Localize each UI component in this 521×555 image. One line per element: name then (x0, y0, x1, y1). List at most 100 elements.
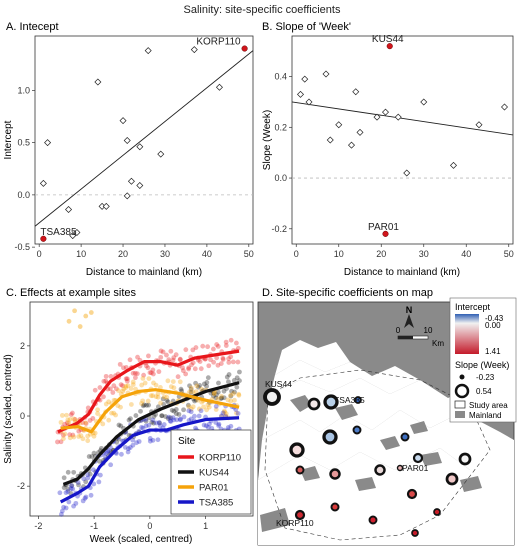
observation-point (218, 396, 224, 401)
observation-point (87, 471, 93, 477)
observation-point (155, 394, 161, 400)
map-legend-color-bar (455, 314, 479, 354)
observation-point (223, 343, 229, 348)
observation-point (83, 421, 89, 426)
observation-point (85, 438, 91, 444)
data-point (102, 202, 110, 210)
observation-point (141, 402, 147, 408)
x-tick-label: 30 (160, 249, 170, 259)
observation-point (222, 408, 227, 414)
observation-point (135, 354, 140, 360)
observation-point (118, 382, 124, 388)
observation-point (133, 386, 138, 392)
observation-point (64, 420, 70, 426)
observation-point (211, 390, 216, 396)
observation-point (73, 500, 79, 506)
observation-point (67, 435, 73, 441)
observation-point (130, 442, 136, 448)
observation-point (91, 450, 97, 456)
smooth-line (60, 388, 240, 434)
observation-point (83, 494, 89, 500)
data-point (475, 121, 483, 129)
site-marker (289, 442, 305, 458)
panel-b-ylabel: Slope (Week) (262, 110, 273, 170)
observation-point (236, 391, 242, 397)
observation-point (116, 422, 122, 428)
site-marker (445, 472, 459, 486)
x-tick-label: 50 (504, 249, 514, 259)
observation-point (219, 393, 224, 399)
observation-point (171, 417, 177, 423)
outlier-point (77, 324, 83, 329)
map-scale-unit: Km (432, 339, 444, 348)
observation-point (171, 408, 177, 414)
observation-point (148, 370, 154, 376)
observation-point (58, 419, 64, 425)
observation-point (80, 436, 86, 442)
y-tick-label: 0.0 (274, 173, 287, 183)
observation-point (125, 383, 131, 389)
observation-point (215, 343, 221, 349)
map-legend-int-max: 1.41 (485, 347, 501, 356)
data-point (348, 141, 355, 149)
observation-point (188, 409, 194, 415)
observation-point (235, 345, 241, 351)
observation-point (223, 339, 229, 345)
observation-point (186, 389, 192, 395)
observation-point (139, 401, 144, 406)
panel-c-ylabel: Salinity (scaled, centred) (3, 354, 14, 464)
observation-point (189, 362, 194, 368)
observation-point (164, 398, 170, 403)
observation-point (205, 375, 211, 381)
observation-point (147, 435, 153, 441)
data-point (450, 161, 457, 169)
observation-point (153, 382, 159, 388)
observation-point (196, 413, 202, 419)
observation-point (228, 398, 234, 404)
observation-point (122, 444, 128, 450)
observation-point (203, 423, 209, 429)
outlier-point (83, 313, 89, 319)
observation-point (101, 394, 106, 400)
observation-point (95, 407, 100, 413)
observation-point (65, 486, 71, 492)
observation-point (83, 420, 88, 426)
highlighted-point (40, 235, 47, 242)
observation-point (228, 354, 234, 360)
x-tick-label: 0 (294, 249, 299, 259)
observation-point (120, 388, 126, 394)
observation-point (148, 393, 154, 399)
observation-point (132, 370, 138, 376)
site-marker (294, 509, 306, 521)
observation-point (72, 416, 78, 422)
observation-point (85, 433, 91, 439)
observation-point (201, 404, 206, 410)
observation-point (126, 417, 132, 423)
observation-point (58, 511, 64, 517)
observation-point (70, 410, 75, 416)
data-point (420, 98, 428, 106)
observation-point (209, 425, 215, 431)
observation-point (138, 408, 143, 414)
map-legend: Intercept -0.43 0.00 1.41 Slope (Week) -… (449, 297, 517, 423)
observation-point (237, 369, 242, 375)
observation-point (92, 430, 98, 436)
observation-point (65, 469, 71, 475)
observation-point (124, 376, 130, 382)
observation-point (186, 366, 191, 372)
observation-point (236, 392, 242, 398)
observation-point (161, 422, 167, 427)
observation-point (188, 406, 194, 412)
observation-point (160, 396, 166, 402)
map-legend-study-area-swatch (454, 400, 466, 409)
observation-point (123, 383, 129, 389)
observation-point (155, 437, 161, 443)
map-legend-int-zero: 0.00 (485, 321, 501, 330)
panel-c-legend: Site KORP110 KUS44 PAR01 TSA385 (170, 429, 252, 515)
observation-point (228, 393, 233, 398)
map-legend-slope-max-dot (454, 383, 470, 399)
panel-c-title: C. Effects at example sites (6, 287, 137, 299)
data-point (73, 229, 81, 236)
panel-a-plot-area (34, 35, 254, 245)
observation-point (232, 397, 237, 403)
